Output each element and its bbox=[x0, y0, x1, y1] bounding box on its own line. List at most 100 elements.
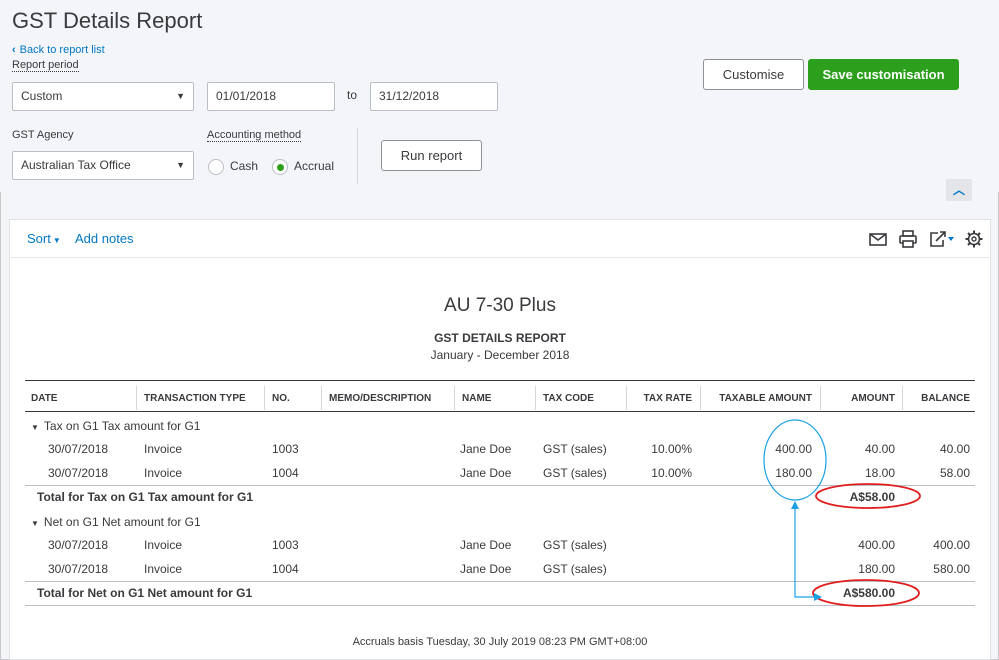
toolbar-divider bbox=[10, 257, 990, 258]
cash-radio-label: Cash bbox=[230, 159, 259, 173]
back-to-report-list-link[interactable]: ‹ Back to report list bbox=[12, 44, 105, 56]
table-bottom-rule bbox=[25, 605, 975, 606]
cell-date: 30/07/2018 bbox=[48, 442, 109, 456]
accrual-radio[interactable] bbox=[272, 159, 288, 175]
sort-dropdown[interactable]: Sort ▼ bbox=[27, 231, 61, 246]
subtotal-rule bbox=[25, 485, 975, 486]
page-title: GST Details Report bbox=[12, 8, 203, 33]
collapse-filters-button[interactable]: ︿ bbox=[946, 179, 972, 201]
group-label: Tax on G1 Tax amount for G1 bbox=[43, 419, 201, 433]
sort-label: Sort bbox=[27, 231, 51, 246]
cell-name: Jane Doe bbox=[460, 538, 512, 552]
group-total-amount: A$58.00 bbox=[849, 490, 895, 504]
to-date-input[interactable]: 31/12/2018 bbox=[370, 82, 498, 111]
column-separator bbox=[626, 386, 627, 410]
group-header-net-on-g1[interactable]: ▼ Net on G1 Net amount for G1 bbox=[31, 515, 201, 529]
cell-name: Jane Doe bbox=[460, 442, 512, 456]
column-separator bbox=[535, 386, 536, 410]
run-report-button[interactable]: Run report bbox=[381, 140, 482, 171]
cell-amount: 40.00 bbox=[864, 442, 895, 456]
cell-no: 1003 bbox=[272, 442, 299, 456]
column-header-tax-code[interactable]: TAX CODE bbox=[543, 393, 594, 404]
column-header-date[interactable]: DATE bbox=[31, 393, 58, 404]
subtotal-rule bbox=[25, 581, 975, 582]
export-icon[interactable] bbox=[928, 229, 956, 249]
report-period-select[interactable]: Custom ▼ bbox=[12, 82, 194, 111]
column-header-memo[interactable]: MEMO/DESCRIPTION bbox=[329, 393, 432, 404]
caret-down-icon: ▼ bbox=[176, 160, 185, 170]
caret-down-icon: ▼ bbox=[31, 423, 39, 432]
cell-amount: 18.00 bbox=[864, 466, 895, 480]
cell-tax-code: GST (sales) bbox=[543, 466, 607, 480]
cell-amount: 400.00 bbox=[858, 538, 895, 552]
email-icon[interactable] bbox=[868, 229, 888, 249]
from-date-input[interactable]: 01/01/2018 bbox=[207, 82, 335, 111]
column-separator bbox=[454, 386, 455, 410]
table-top-rule bbox=[25, 380, 975, 381]
cell-date: 30/07/2018 bbox=[48, 538, 109, 552]
cell-balance: 58.00 bbox=[939, 466, 970, 480]
report-panel: Sort ▼ Add notes AU 7-30 Plus GST DETAILS… bbox=[9, 219, 991, 660]
group-header-tax-on-g1[interactable]: ▼ Tax on G1 Tax amount for G1 bbox=[31, 419, 200, 433]
gear-icon[interactable] bbox=[964, 229, 984, 249]
report-header: GST Details Report ‹ Back to report list … bbox=[0, 0, 999, 192]
group-total-amount: A$580.00 bbox=[842, 586, 895, 600]
report-period-label: Report period bbox=[12, 59, 79, 72]
cell-balance: 400.00 bbox=[933, 538, 970, 552]
column-separator bbox=[902, 386, 903, 410]
company-name: AU 7-30 Plus bbox=[444, 295, 556, 316]
date-range-to-label: to bbox=[347, 88, 358, 102]
column-header-tax-rate[interactable]: TAX RATE bbox=[643, 393, 692, 404]
report-title: GST DETAILS REPORT bbox=[434, 331, 566, 345]
column-header-taxable-amount[interactable]: TAXABLE AMOUNT bbox=[719, 393, 812, 404]
column-separator bbox=[321, 386, 322, 410]
table-header-rule bbox=[25, 411, 975, 412]
cell-transaction-type[interactable]: Invoice bbox=[144, 562, 183, 576]
cash-radio[interactable] bbox=[208, 159, 224, 175]
cell-date: 30/07/2018 bbox=[48, 466, 109, 480]
accounting-method-label: Accounting method bbox=[207, 129, 302, 142]
group-total-label: Total for Net on G1 Net amount for G1 bbox=[37, 586, 253, 600]
cell-tax-code: GST (sales) bbox=[543, 442, 607, 456]
cell-tax-rate: 10.00% bbox=[651, 466, 692, 480]
column-header-amount[interactable]: AMOUNT bbox=[851, 393, 895, 404]
column-header-balance[interactable]: BALANCE bbox=[921, 393, 970, 404]
column-separator bbox=[820, 386, 821, 410]
report-footer: Accruals basis Tuesday, 30 July 2019 08:… bbox=[352, 636, 648, 648]
cell-no: 1003 bbox=[272, 538, 299, 552]
report-period: January - December 2018 bbox=[430, 348, 570, 362]
cell-amount: 180.00 bbox=[858, 562, 895, 576]
add-notes-link[interactable]: Add notes bbox=[75, 231, 134, 246]
cell-taxable-amount: 400.00 bbox=[775, 442, 812, 456]
column-header-name[interactable]: NAME bbox=[462, 393, 492, 404]
caret-down-icon: ▼ bbox=[176, 91, 185, 101]
cell-transaction-type[interactable]: Invoice bbox=[144, 442, 183, 456]
column-header-no[interactable]: NO. bbox=[272, 393, 290, 404]
gst-agency-label: GST Agency bbox=[12, 129, 74, 141]
cell-transaction-type[interactable]: Invoice bbox=[144, 466, 183, 480]
column-separator bbox=[700, 386, 701, 410]
cell-transaction-type[interactable]: Invoice bbox=[144, 538, 183, 552]
gst-agency-select[interactable]: Australian Tax Office ▼ bbox=[12, 151, 194, 180]
cell-name: Jane Doe bbox=[460, 466, 512, 480]
cell-tax-code: GST (sales) bbox=[543, 562, 607, 576]
report-period-value: Custom bbox=[21, 89, 63, 103]
cell-tax-rate: 10.00% bbox=[651, 442, 692, 456]
group-label: Net on G1 Net amount for G1 bbox=[43, 515, 201, 529]
cell-tax-code: GST (sales) bbox=[543, 538, 607, 552]
caret-down-icon: ▼ bbox=[31, 519, 39, 528]
print-icon[interactable] bbox=[898, 229, 918, 249]
customise-button[interactable]: Customise bbox=[703, 59, 804, 90]
cell-taxable-amount: 180.00 bbox=[775, 466, 812, 480]
column-separator bbox=[264, 386, 265, 410]
caret-down-icon: ▼ bbox=[52, 236, 61, 245]
cell-date: 30/07/2018 bbox=[48, 562, 109, 576]
cell-name: Jane Doe bbox=[460, 562, 512, 576]
cell-no: 1004 bbox=[272, 466, 299, 480]
cell-no: 1004 bbox=[272, 562, 299, 576]
save-customisation-button[interactable]: Save customisation bbox=[808, 59, 959, 90]
chevron-left-icon: ‹ bbox=[12, 44, 16, 56]
group-total-label: Total for Tax on G1 Tax amount for G1 bbox=[37, 490, 254, 504]
filter-divider bbox=[357, 128, 358, 184]
column-header-transaction-type[interactable]: TRANSACTION TYPE bbox=[144, 393, 246, 404]
